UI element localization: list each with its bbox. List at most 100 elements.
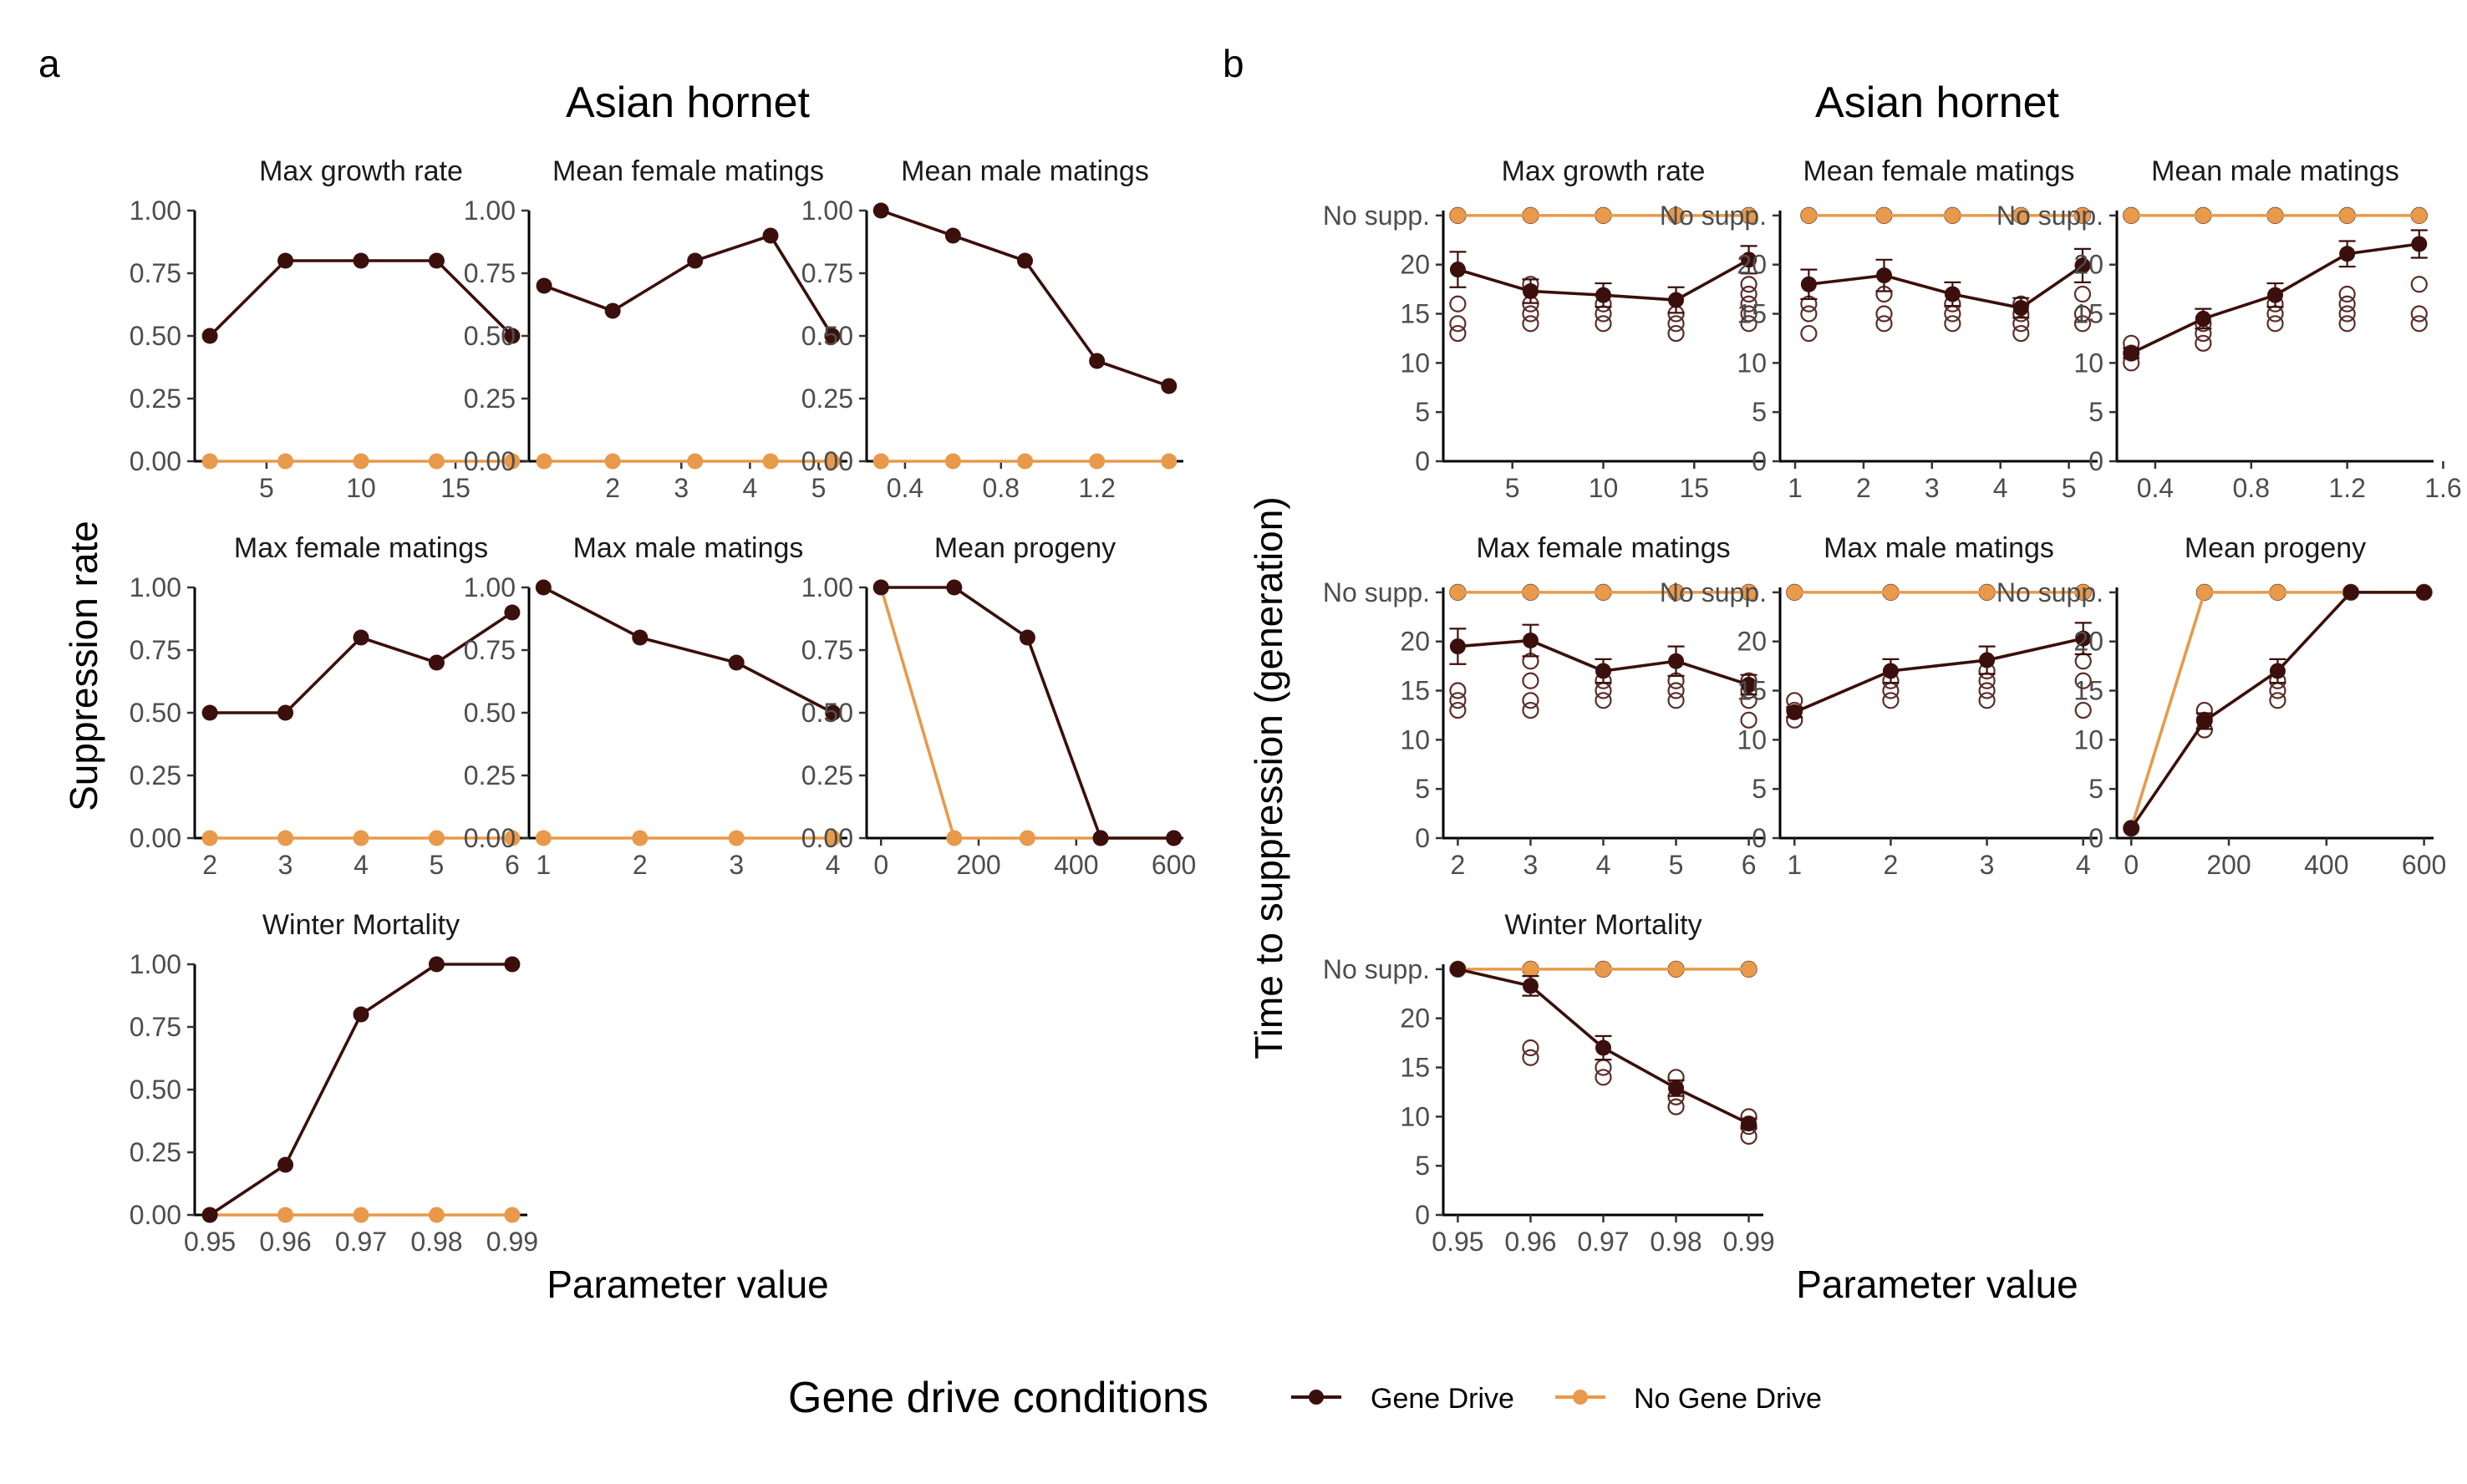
- panel-b-facet-max-growth-rate-replicate-point: [1740, 285, 1757, 303]
- panel-a-facet-mean-female-matings-xtick-label: 2: [605, 473, 620, 503]
- panel-a-facet-mean-male-matings-no-gene-drive-point: [872, 453, 889, 470]
- panel-a-facet-max-male-matings-no-gene-drive-point: [632, 830, 649, 846]
- panel-a-facet-mean-female-matings-gene-drive-line: [543, 234, 834, 337]
- panel-a-facet-mean-male-matings-ytick-label: 0.00: [801, 446, 853, 476]
- panel-b-facet-max-male-matings-ytick-label: No supp.: [1660, 577, 1767, 607]
- panel-a-facet-mean-male-matings-gene-drive-point: [1161, 378, 1178, 394]
- panel-b-facet-max-growth-rate-replicate-point: [1522, 305, 1539, 323]
- panel-a-facet-max-growth-rate-no-gene-drive-point: [353, 453, 369, 470]
- panel-b-facet-max-growth-rate-ytick-label: 15: [1400, 299, 1430, 329]
- panel-b-facet-max-female-matings-ytick-label: 5: [1415, 774, 1430, 804]
- panel-b-facet-max-growth-rate-xtick-label: 15: [1680, 473, 1710, 503]
- panel-b-facet-mean-progeny-replicate-point: [2269, 692, 2286, 709]
- panel-b-facet-winter-mortality: Winter Mortality 0 5 10 15 20 No supp. 0.95 0.96…: [1323, 909, 1775, 1257]
- panel-a-facet-max-male-matings-gene-drive-point: [535, 579, 552, 596]
- panel-a-facet-mean-male-matings-no-gene-drive-point: [1017, 453, 1033, 470]
- legend: Gene drive conditions Gene Drive No Gene…: [788, 1374, 1822, 1422]
- panel-b-facet-mean-female-matings-xtick-label: 3: [1925, 473, 1940, 503]
- panel-b-facet-max-female-matings-xtick-label: 4: [1596, 850, 1611, 880]
- panel-a-title: Asian hornet: [566, 79, 811, 127]
- panel-b-facet-max-male-matings-no-gene-drive-point: [2075, 584, 2092, 601]
- panel-a-facet-max-female-matings-ytick-label: 0.00: [130, 823, 181, 853]
- panel-a-facet-mean-progeny-xtick-label: 0: [873, 850, 888, 880]
- panel-b-facet-max-female-matings: Max female matings 0 5 10 15 20 No supp. 2 3 4 5 6: [1323, 532, 1763, 880]
- panel-b-facet-max-male-matings-replicate-point: [1978, 682, 1996, 699]
- panel-b-facet-winter-mortality-ytick-label: 15: [1400, 1053, 1430, 1083]
- panel-b-facet-mean-female-matings-ytick-label: 0: [1752, 446, 1767, 476]
- panel-b-facet-max-male-matings-gene-drive-point: [1979, 652, 1996, 668]
- panel-a-facet-mean-progeny-ytick-label: 0.75: [801, 635, 853, 665]
- panel-a-facet-mean-progeny-title: Mean progeny: [934, 532, 1116, 564]
- panel-a-facet-mean-female-matings-gene-drive-point: [604, 302, 621, 319]
- panel-b-facet-max-female-matings-gene-drive-point: [1595, 663, 1611, 679]
- panel-a-facet-max-male-matings-no-gene-drive-point: [535, 830, 552, 846]
- legend-entry-gene-drive: Gene Drive: [1291, 1383, 1514, 1415]
- panel-a-facet-max-female-matings-xtick-label: 3: [278, 850, 293, 880]
- panel-a-facet-mean-progeny-gene-drive-point: [946, 579, 963, 596]
- panel-b-facet-max-female-matings-replicate-point: [1595, 692, 1612, 709]
- panel-b-facet-max-growth-rate-gene-drive-point: [1741, 252, 1757, 268]
- panel-b-facet-max-growth-rate-replicate-point: [1449, 315, 1467, 333]
- panel-a-facet-max-female-matings-xtick-label: 4: [354, 850, 369, 880]
- panel-b-facet-mean-progeny-ytick-label: 10: [2073, 724, 2103, 755]
- legend-gene-drive-marker: [1309, 1390, 1324, 1405]
- panel-b-facet-max-female-matings-no-gene-drive-point: [1522, 584, 1539, 601]
- panel-b-facet-winter-mortality-ytick-label: 0: [1415, 1200, 1430, 1230]
- panel-a-facet-winter-mortality-no-gene-drive-point: [277, 1207, 294, 1223]
- panel-a-facet-mean-progeny-ytick-label: 1.00: [801, 572, 853, 602]
- panel-b-facet-mean-female-matings-no-gene-drive-point: [2012, 207, 2029, 224]
- panel-a-facet-mean-progeny-xtick-label: 400: [1054, 850, 1098, 880]
- panel-a-facet-mean-female-matings-ytick-label: 0.25: [464, 384, 516, 414]
- panel-b-facet-mean-male-matings-gene-drive-point: [2339, 246, 2356, 262]
- panel-b-facet-max-growth-rate-no-gene-drive-point: [1449, 207, 1466, 224]
- panel-a-facet-max-male-matings-gene-drive-point: [632, 629, 649, 646]
- panel-b-facet-max-growth-rate-replicate-point: [1740, 295, 1757, 313]
- panel-a-facet-mean-male-matings-ytick-label: 0.50: [801, 321, 853, 351]
- panel-b-facet-winter-mortality-xtick-label: 0.97: [1577, 1227, 1629, 1257]
- panel-a-facet-mean-female-matings-no-gene-drive-point: [687, 453, 704, 470]
- panel-a-facet-max-female-matings-gene-drive-point: [353, 629, 369, 646]
- panel-a-facet-max-male-matings-gene-drive-line: [542, 586, 834, 714]
- panel-b-facet-mean-female-matings-replicate-point: [1875, 305, 1893, 323]
- panel-a-facet-max-female-matings-no-gene-drive-point: [201, 830, 218, 846]
- panel-b-facet-mean-male-matings-ytick-label: 15: [2073, 299, 2103, 329]
- panel-b-facet-mean-female-matings-xtick-label: 2: [1856, 473, 1871, 503]
- panel-b-facet-mean-female-matings-xtick-label: 1: [1788, 473, 1803, 503]
- panel-a-facet-max-male-matings-ytick-label: 0.25: [464, 760, 516, 790]
- panel-b-facet-max-growth-rate-xtick-label: 5: [1505, 473, 1520, 503]
- panel-a-facet-winter-mortality-gene-drive-point: [201, 1207, 218, 1223]
- panel-b-facet-mean-female-matings-xtick-label: 4: [1993, 473, 2008, 503]
- panel-b-facet-winter-mortality-xtick-label: 0.99: [1722, 1227, 1774, 1257]
- panel-a-facet-winter-mortality-gene-drive-point: [504, 956, 521, 973]
- panel-b-facet-mean-male-matings-ytick-label: 20: [2073, 250, 2103, 280]
- panel-b-facet-winter-mortality-gene-drive-point: [1668, 1080, 1685, 1096]
- panel-a-facet-mean-progeny: Mean progeny 0.00 0.25 0.50 0.75 1.00 0 200 400 6…: [801, 532, 1197, 880]
- panel-b-facet-max-male-matings-ytick-label: 0: [1752, 823, 1767, 853]
- panel-a-facet-max-male-matings-xtick-label: 3: [729, 850, 744, 880]
- panel-b-facet-mean-progeny-xtick-label: 600: [2402, 850, 2446, 880]
- panel-a-facet-max-male-matings-xtick-label: 4: [826, 850, 841, 880]
- panel-b-facet-max-male-matings-ytick-label: 10: [1737, 724, 1767, 755]
- panel-b-facet-max-growth-rate-replicate-point: [1740, 305, 1757, 323]
- panel-b-xlabel: Parameter value: [1796, 1263, 2078, 1306]
- panel-b-facet-max-male-matings-xtick-label: 2: [1884, 850, 1899, 880]
- panel-b-facet-max-growth-rate-ytick-label: 5: [1415, 397, 1430, 427]
- panel-b-letter: b: [1223, 42, 1244, 85]
- panel-b-facet-max-male-matings-ytick-label: 15: [1737, 676, 1767, 706]
- legend-no-gene-drive-marker: [1573, 1390, 1588, 1405]
- panel-a-facet-max-male-matings-no-gene-drive-point: [728, 830, 745, 846]
- panel-b-facet-mean-male-matings-replicate-point: [2338, 315, 2356, 333]
- panel-b-facet-max-growth-rate-ytick-label: 10: [1400, 348, 1430, 378]
- panel-b-facet-mean-male-matings-no-gene-drive-point: [2411, 207, 2428, 224]
- panel-b-facet-mean-male-matings-replicate-point: [2338, 285, 2356, 303]
- panel-b-facet-mean-male-matings-ytick-label: 10: [2073, 348, 2103, 378]
- panel-a-facet-mean-male-matings-gene-drive-point: [1017, 252, 1033, 269]
- panel-a-facet-winter-mortality-xtick-label: 0.95: [184, 1227, 236, 1257]
- panel-b-facet-mean-female-matings-ytick-label: No supp.: [1660, 201, 1767, 231]
- panel-b-facet-mean-female-matings-gene-drive-point: [1800, 276, 1817, 292]
- panel-a-facet-max-growth-rate-no-gene-drive-point: [277, 453, 294, 470]
- panel-b-facet-max-female-matings-ytick-label: 15: [1400, 676, 1430, 706]
- panel-a-facet-max-female-matings-gene-drive-point: [428, 654, 445, 671]
- panel-b-facet-winter-mortality-replicate-point: [1522, 1049, 1539, 1066]
